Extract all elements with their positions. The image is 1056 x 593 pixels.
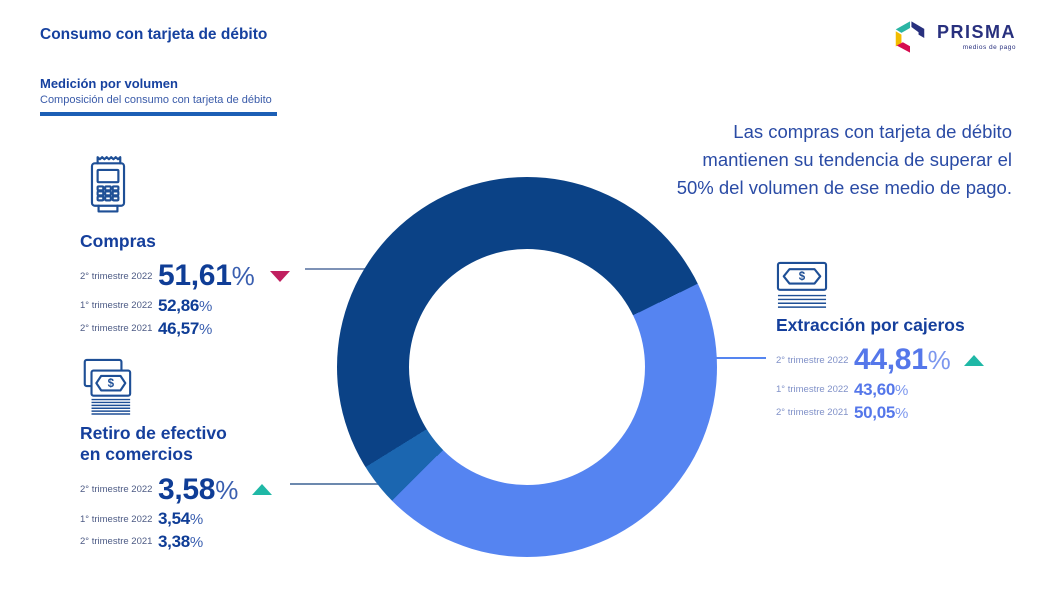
metric-value: 51,61 (158, 259, 232, 293)
group-title-compras: Compras (80, 231, 156, 251)
metric-value: 44,81 (854, 343, 928, 377)
metric-value: 3,38 (158, 532, 190, 552)
metric-value: 50,05 (854, 402, 896, 422)
metric-row: 1° trimestre 2022 52,86% (80, 295, 290, 315)
period-label: 2° trimestre 2022 (80, 270, 153, 282)
section-underline (40, 112, 277, 116)
percent-sign: % (215, 474, 239, 505)
statement-line: Las compras con tarjeta de débito (733, 121, 1012, 142)
percent-sign: % (189, 511, 203, 529)
metric-row: 1° trimestre 2022 3,54% (80, 510, 272, 528)
section-subtitle: Composición del consumo con tarjeta de d… (40, 94, 272, 106)
connector-line-retiro (290, 483, 378, 485)
percent-sign: % (927, 345, 951, 376)
metric-group-extraccion: Extracción por cajeros 2° trimestre 2022… (776, 315, 985, 427)
metric-value: 46,57 (158, 318, 200, 338)
period-label: 1° trimestre 2022 (776, 384, 849, 396)
connector-line-compras (305, 268, 367, 270)
section-title: Medición por volumen (40, 76, 178, 91)
percent-sign: % (199, 297, 213, 315)
cash-stack-icon: $ (78, 356, 134, 423)
group-title-extraccion: Extracción por cajeros (776, 315, 965, 335)
period-label: 2° trimestre 2022 (776, 354, 849, 366)
banknote-stack-icon: $ (775, 260, 829, 315)
pos-terminal-icon (84, 152, 132, 223)
statement-line: mantienen su tendencia de superar el (702, 148, 1012, 170)
period-label: 2° trimestre 2021 (776, 407, 849, 419)
svg-text:$: $ (799, 271, 806, 283)
metric-row: 2° trimestre 2022 51,61% (80, 259, 291, 293)
metric-row: 2° trimestre 2021 46,57% (80, 318, 290, 338)
key-statement: Las compras con tarjeta de débito mantie… (622, 118, 1012, 201)
trend-up-icon (252, 483, 273, 495)
metric-group-retiro: Retiro de efectivo en comercios 2° trime… (80, 423, 273, 556)
metric-row: 2° trimestre 2022 3,58% (80, 472, 273, 506)
metric-row: 1° trimestre 2022 43,60% (776, 379, 984, 399)
group-title-retiro: Retiro de efectivo en comercios (80, 423, 272, 466)
percent-sign: % (199, 320, 213, 338)
metric-row: 2° trimestre 2021 3,38% (80, 533, 272, 551)
page-title: Consumo con tarjeta de débito (40, 26, 268, 43)
percent-sign: % (231, 261, 255, 292)
svg-text:$: $ (108, 378, 115, 390)
metric-row: 2° trimestre 2022 44,81% (776, 343, 985, 377)
brand-name: PRISMA (936, 22, 1016, 42)
percent-sign: % (895, 381, 909, 399)
group-title-line: en comercios (80, 444, 193, 465)
metric-value: 52,86 (158, 295, 200, 315)
percent-sign: % (895, 404, 909, 422)
metric-value: 3,58 (158, 472, 216, 506)
donut-chart (337, 177, 717, 557)
metric-group-compras: Compras 2° trimestre 2022 51,61% 1° trim… (80, 231, 291, 343)
period-label: 2° trimestre 2021 (80, 536, 153, 548)
prisma-cube-icon (895, 21, 925, 53)
statement-line: 50% del volumen de ese medio de pago. (676, 176, 1012, 198)
percent-sign: % (189, 534, 203, 552)
metric-row: 2° trimestre 2021 50,05% (776, 402, 984, 422)
connector-line-extraccion (712, 357, 766, 359)
brand-logo: PRISMA medios de pago (891, 18, 1016, 56)
period-label: 2° trimestre 2022 (80, 483, 153, 495)
metric-value: 3,54 (158, 509, 190, 529)
period-label: 1° trimestre 2022 (80, 300, 153, 312)
donut-hole (409, 249, 645, 485)
period-label: 1° trimestre 2022 (80, 513, 153, 525)
trend-down-icon (270, 270, 291, 282)
metric-value: 43,60 (854, 379, 896, 399)
trend-up-icon (964, 354, 985, 366)
brand-tagline: medios de pago (962, 44, 1016, 51)
group-title-line: Retiro de efectivo (80, 423, 227, 443)
period-label: 2° trimestre 2021 (80, 323, 153, 335)
